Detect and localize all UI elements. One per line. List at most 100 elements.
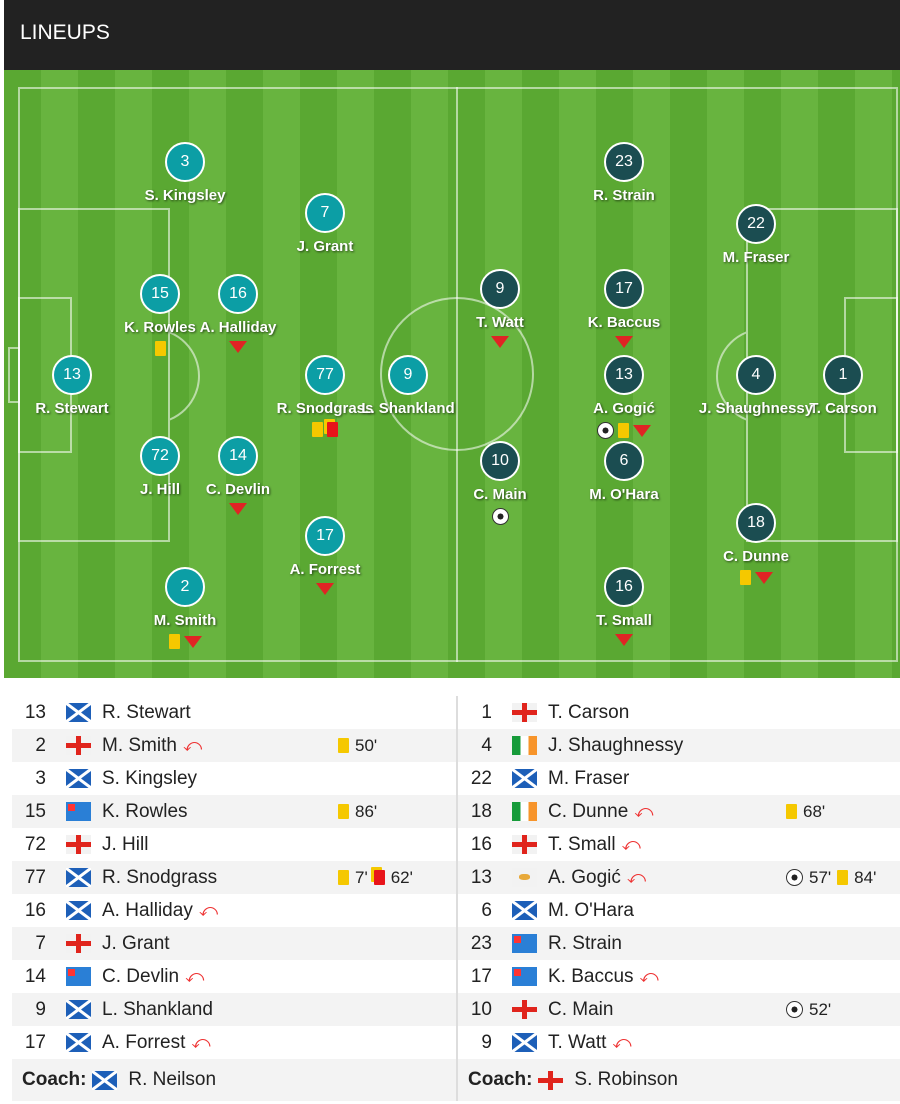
lineup-row[interactable]: 9 L. Shankland xyxy=(12,993,456,1026)
lineup-row[interactable]: 22 M. Fraser xyxy=(458,762,900,795)
player-number: 9 xyxy=(481,1031,492,1053)
scotland-flag-icon xyxy=(512,1033,537,1052)
player-number: 72 xyxy=(24,833,46,855)
player-number-disc: 13 xyxy=(52,355,92,395)
player-number-disc: 9 xyxy=(480,269,520,309)
australia-flag-icon xyxy=(66,967,91,986)
player-name[interactable]: M. Smith xyxy=(102,734,177,756)
england-flag-icon xyxy=(512,1000,537,1019)
player-events: 68' xyxy=(786,802,825,822)
player-number-disc: 10 xyxy=(480,441,520,481)
lineup-row[interactable]: 2 M. Smith ⤺ 50' xyxy=(12,729,456,762)
player-name[interactable]: M. Fraser xyxy=(548,767,630,789)
lineup-row[interactable]: 13 A. Gogić ⤺ 57' 84' xyxy=(458,861,900,894)
lineup-row[interactable]: 17 K. Baccus ⤺ xyxy=(458,960,900,993)
player-name[interactable]: R. Snodgrass xyxy=(102,866,218,888)
red-card-icon xyxy=(327,422,338,437)
player-name[interactable]: R. Strain xyxy=(548,932,622,954)
player-name: A. Gogić xyxy=(593,400,655,417)
center-circle xyxy=(380,297,534,451)
player-name[interactable]: J. Hill xyxy=(102,833,149,855)
player-name[interactable]: T. Carson xyxy=(548,701,630,723)
player-event-icons xyxy=(265,583,385,595)
player-name[interactable]: A. Gogić xyxy=(548,866,621,888)
player-name[interactable]: J. Shaughnessy xyxy=(548,734,684,756)
player-number-disc: 17 xyxy=(604,269,644,309)
player-name: J. Grant xyxy=(296,238,354,255)
player-number: 4 xyxy=(481,734,492,756)
coach-name[interactable]: R. Neilson xyxy=(128,1069,217,1090)
player-number: 16 xyxy=(24,899,46,921)
lineup-row[interactable]: 9 T. Watt ⤺ xyxy=(458,1026,900,1059)
lineup-row[interactable]: 16 A. Halliday ⤺ xyxy=(12,894,456,927)
yellow-card-icon xyxy=(618,423,629,438)
player-name: K. Baccus xyxy=(587,314,661,331)
lineup-row[interactable]: 3 S. Kingsley xyxy=(12,762,456,795)
event-minute: 57' xyxy=(809,867,832,887)
player-number-disc: 23 xyxy=(604,142,644,182)
player-name[interactable]: J. Grant xyxy=(102,932,170,954)
player-name[interactable]: C. Devlin xyxy=(102,965,180,987)
player-name[interactable]: K. Rowles xyxy=(102,800,188,822)
player-name: S. Kingsley xyxy=(144,187,226,204)
lineup-row[interactable]: 18 C. Dunne ⤺ 68' xyxy=(458,795,900,828)
yellow-card-icon xyxy=(338,804,349,819)
lineup-row[interactable]: 6 M. O'Hara xyxy=(458,894,900,927)
player-event-icons xyxy=(178,503,298,515)
yellow-card-icon xyxy=(338,738,349,753)
event-minute: 86' xyxy=(355,801,378,821)
lineup-row[interactable]: 14 C. Devlin ⤺ xyxy=(12,960,456,993)
player-name[interactable]: R. Stewart xyxy=(102,701,191,723)
player-name: R. Stewart xyxy=(35,400,109,417)
yellow-card-icon xyxy=(338,870,349,885)
player-event-icons xyxy=(564,336,684,348)
lineup-row[interactable]: 7 J. Grant xyxy=(12,927,456,960)
lineup-row[interactable]: 23 R. Strain xyxy=(458,927,900,960)
player-name[interactable]: C. Main xyxy=(548,998,614,1020)
yellow-card-icon xyxy=(312,422,323,437)
coach-row: Coach: S. Robinson xyxy=(458,1059,900,1101)
lineup-row[interactable]: 15 K. Rowles 86' xyxy=(12,795,456,828)
player-name[interactable]: T. Watt xyxy=(548,1031,607,1053)
lineup-row[interactable]: 77 R. Snodgrass 7' 62' xyxy=(12,861,456,894)
player-number-disc: 72 xyxy=(140,436,180,476)
left-goal xyxy=(8,347,20,403)
lineup-row[interactable]: 13 R. Stewart xyxy=(12,696,456,729)
player-name: M. Fraser xyxy=(722,249,790,266)
player-name[interactable]: M. O'Hara xyxy=(548,899,634,921)
substituted-icon xyxy=(615,634,633,646)
lineup-row[interactable]: 17 A. Forrest ⤺ xyxy=(12,1026,456,1059)
yellow-card-icon xyxy=(739,570,751,585)
england-flag-icon xyxy=(538,1070,564,1090)
player-name[interactable]: C. Dunne xyxy=(548,800,629,822)
player-number: 2 xyxy=(35,734,46,756)
scotland-flag-icon xyxy=(66,703,91,722)
scotland-flag-icon xyxy=(512,769,537,788)
cyprus-flag-icon xyxy=(512,868,537,887)
player-number-disc: 22 xyxy=(736,204,776,244)
player-name[interactable]: A. Halliday xyxy=(102,899,193,921)
player-name: A. Halliday xyxy=(199,319,277,336)
lineup-row[interactable]: 1 T. Carson xyxy=(458,696,900,729)
player-name[interactable]: S. Kingsley xyxy=(102,767,198,789)
substitution-arrow-icon: ⤺ xyxy=(639,966,659,986)
lineup-row[interactable]: 4 J. Shaughnessy xyxy=(458,729,900,762)
australia-flag-icon xyxy=(66,802,91,821)
lineup-row[interactable]: 10 C. Main 52' xyxy=(458,993,900,1026)
player-name[interactable]: K. Baccus xyxy=(548,965,634,987)
player-name: C. Main xyxy=(473,486,527,503)
substituted-icon xyxy=(754,571,773,584)
player-number: 7 xyxy=(35,932,46,954)
player-number-disc: 3 xyxy=(165,142,205,182)
player-name: J. Shaughnessy xyxy=(698,400,814,417)
player-name[interactable]: A. Forrest xyxy=(102,1031,186,1053)
player-name: T. Watt xyxy=(476,314,524,331)
lineup-row[interactable]: 72 J. Hill xyxy=(12,828,456,861)
lineup-row[interactable]: 16 T. Small ⤺ xyxy=(458,828,900,861)
coach-name[interactable]: S. Robinson xyxy=(574,1069,678,1090)
away-lineup: 1 T. Carson 4 J. Shaughnessy 22 M. Fraser 18 C.… xyxy=(456,696,900,1101)
player-name[interactable]: L. Shankland xyxy=(102,998,213,1020)
player-event-icons xyxy=(178,341,298,353)
player-name[interactable]: T. Small xyxy=(548,833,616,855)
player-name: C. Dunne xyxy=(723,548,789,565)
